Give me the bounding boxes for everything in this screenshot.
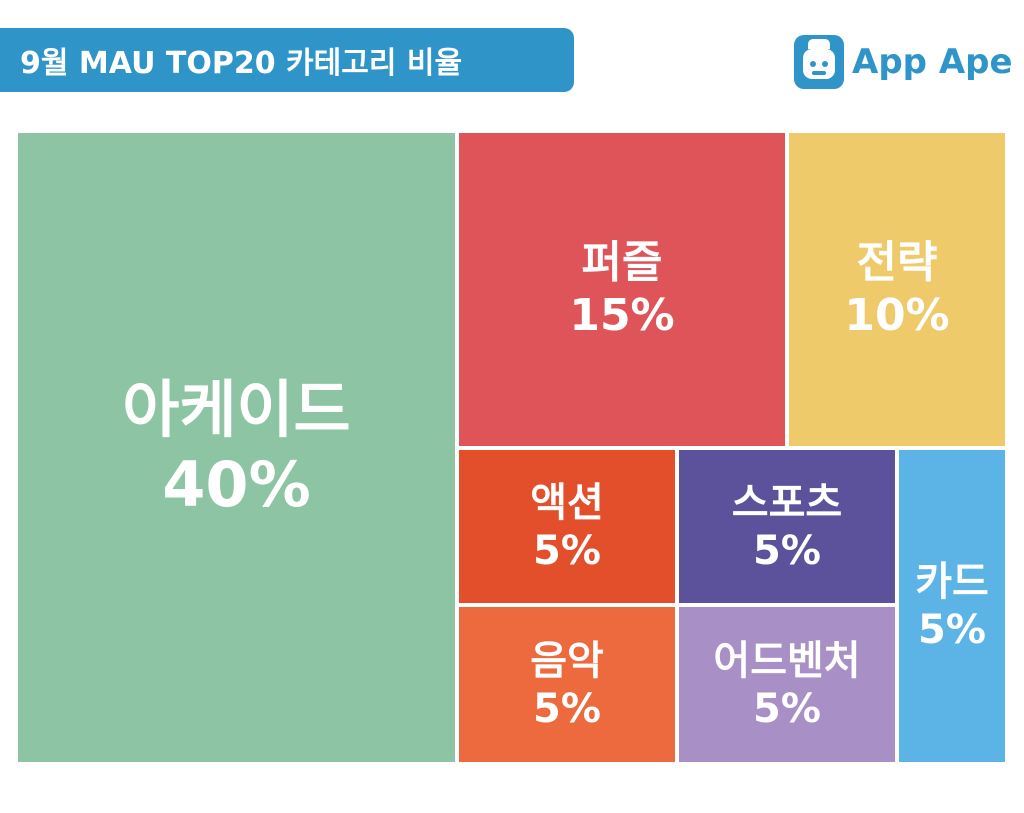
tile-puzzle: 퍼즐 15% [457, 131, 787, 448]
tile-value-card: 5% [918, 607, 986, 653]
tile-card: 카드 5% [897, 448, 1007, 764]
tile-label-puzzle: 퍼즐 [581, 236, 663, 288]
tile-value-action: 5% [533, 527, 601, 574]
tile-action: 액션 5% [457, 448, 677, 605]
tile-sports: 스포츠 5% [677, 448, 897, 605]
tile-value-adventure: 5% [753, 685, 821, 732]
tile-label-adventure: 어드벤처 [713, 637, 861, 684]
tile-value-strategy: 10% [844, 289, 950, 341]
tile-value-arcade: 40% [162, 447, 311, 521]
treemap-chart: 아케이드 40% 퍼즐 15% 전략 10% 액션 5% 스포츠 5% 카드 5% 음악 5% 어드벤처 5% [16, 131, 1007, 764]
chart-title-text: 9월 MAU TOP20 카테고리 비율 [20, 46, 463, 81]
tile-value-sports: 5% [753, 527, 821, 574]
tile-adventure: 어드벤처 5% [677, 605, 897, 764]
ape-face-icon [794, 35, 844, 89]
tile-arcade: 아케이드 40% [16, 131, 457, 764]
tile-label-card: 카드 [915, 559, 989, 605]
tile-label-action: 액션 [530, 479, 604, 526]
tile-label-strategy: 전략 [856, 236, 938, 288]
tile-strategy: 전략 10% [787, 131, 1007, 448]
app-ape-logo: App Ape [794, 34, 1013, 90]
tile-music: 음악 5% [457, 605, 677, 764]
tile-value-music: 5% [533, 685, 601, 732]
tile-label-sports: 스포츠 [731, 479, 843, 526]
tile-value-puzzle: 15% [569, 289, 675, 341]
tile-label-arcade: 아케이드 [122, 373, 351, 447]
brand-name: App Ape [852, 42, 1013, 82]
chart-title: 9월 MAU TOP20 카테고리 비율 [0, 28, 574, 92]
tile-label-music: 음악 [530, 637, 604, 684]
